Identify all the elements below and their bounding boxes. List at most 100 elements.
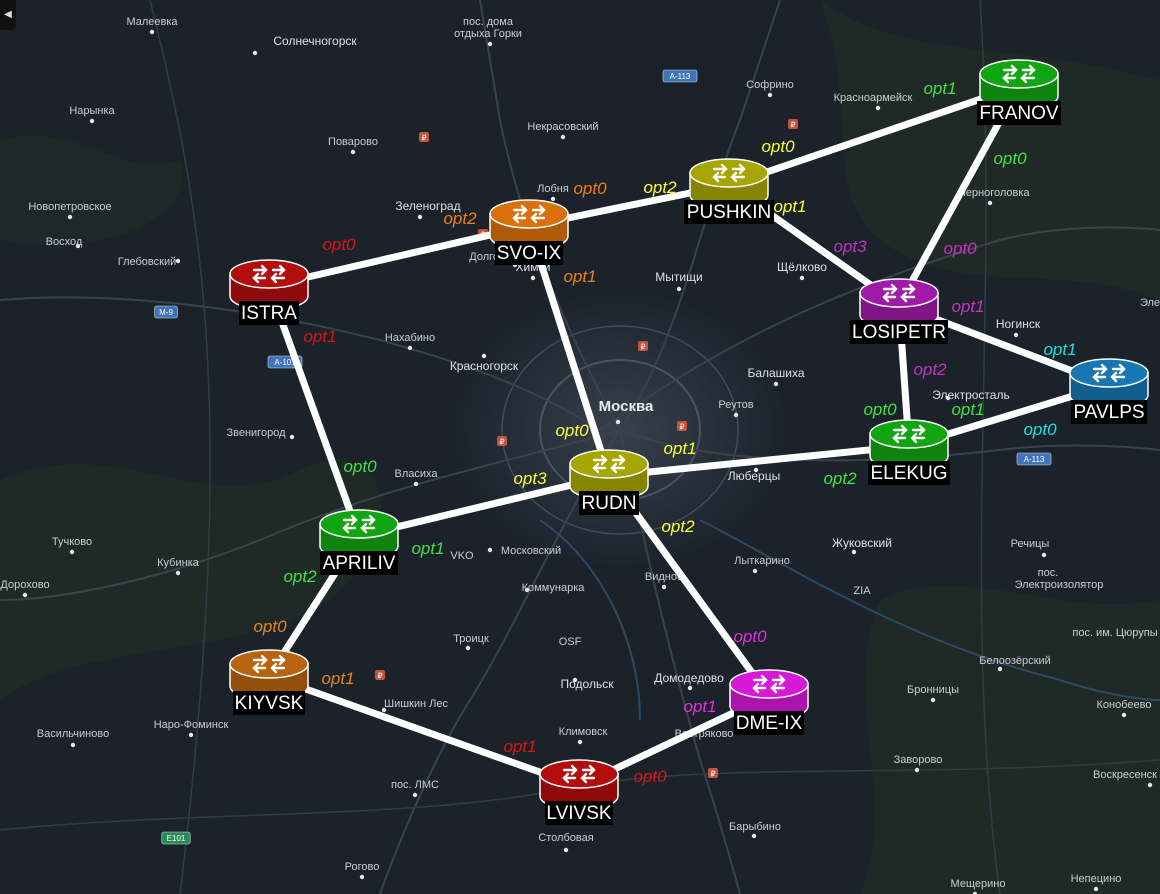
- router-apriliv[interactable]: APRILIV: [319, 509, 399, 575]
- place-label: Солнечногорск: [273, 34, 357, 48]
- routers: FRANOV PUSHKIN SVO-IX ISTRA LOSIPETR PAVLPS EL…: [229, 59, 1149, 825]
- place-dot: [1013, 332, 1019, 338]
- place-dot: [577, 739, 583, 745]
- collapse-panel-icon[interactable]: ◀: [0, 0, 16, 30]
- port-label: opt1: [563, 267, 596, 286]
- place-label: Рогово: [345, 861, 380, 873]
- rail-station-icon: ₽: [419, 132, 429, 143]
- router-label-bg: [579, 491, 639, 515]
- rail-station-icon: ₽: [497, 436, 507, 447]
- router-lvivsk[interactable]: LVIVSK: [539, 759, 619, 825]
- place-dot: [751, 833, 757, 839]
- router-pushkin[interactable]: PUSHKIN: [684, 158, 774, 224]
- link-svo-ix-rudn[interactable]: [525, 222, 613, 480]
- router-pavlps[interactable]: PAVLPS: [1069, 358, 1149, 424]
- place-dot: [1093, 886, 1099, 892]
- router-dme-ix[interactable]: DME-IX: [729, 669, 809, 735]
- router-label-bg: [233, 691, 305, 715]
- road-shield: A-113: [1016, 452, 1052, 466]
- place-dot: [350, 149, 356, 155]
- place-label: Восход: [46, 236, 83, 248]
- place-label: Жуковский: [832, 536, 892, 550]
- port-label: opt0: [633, 767, 667, 786]
- router-istra[interactable]: ISTRA: [229, 259, 309, 325]
- place-dot: [417, 214, 423, 220]
- port-label: opt0: [733, 627, 767, 646]
- svg-text:₽: ₽: [499, 438, 504, 447]
- place-label: OSF: [559, 636, 582, 648]
- place-label: Видное: [645, 571, 683, 583]
- rail-station-icon: ₽: [677, 421, 687, 432]
- place-label: Малеевка: [126, 16, 178, 28]
- link-rudn-apriliv[interactable]: [355, 472, 613, 540]
- place-label: Щёлково: [777, 260, 827, 274]
- router-label-bg: [320, 551, 398, 575]
- port-label: opt1: [663, 439, 696, 458]
- router-label-bg: [684, 200, 774, 224]
- router-franov[interactable]: FRANOV: [977, 59, 1061, 125]
- place-label: Московский: [501, 545, 561, 557]
- road-shield-label: E101: [167, 834, 186, 843]
- place-label: Поварово: [328, 136, 378, 148]
- port-label: opt0: [863, 400, 897, 419]
- port-label: opt1: [923, 79, 956, 98]
- place-label: Троицк: [453, 633, 489, 645]
- place-label: Конобеево: [1097, 699, 1152, 711]
- place-dot: [175, 570, 181, 576]
- svg-text:₽: ₽: [790, 121, 795, 130]
- place-dot: [687, 685, 693, 691]
- place-dots: [22, 29, 1153, 894]
- link-kiyvsk-lvivsk[interactable]: [265, 672, 583, 790]
- link-svo-ix-istra[interactable]: [265, 222, 533, 290]
- place-dot: [875, 105, 881, 111]
- place-label: Зеленоград: [395, 199, 460, 213]
- port-label: opt0: [253, 617, 287, 636]
- link-istra-apriliv[interactable]: [265, 282, 363, 540]
- place-label: отдыха Горки: [454, 28, 522, 40]
- port-label: opt2: [823, 469, 857, 488]
- link-elekug-rudn[interactable]: [605, 442, 913, 480]
- place-dot: [188, 732, 194, 738]
- place-label: пос. ЛМС: [391, 779, 439, 791]
- place-dot: [972, 891, 978, 894]
- router-label: DME-IX: [736, 713, 803, 734]
- svg-text:₽: ₽: [421, 134, 426, 143]
- port-label: opt0: [1023, 420, 1057, 439]
- place-dot: [289, 434, 295, 440]
- place-label: Люберцы: [728, 469, 780, 483]
- port-label: opt1: [683, 697, 716, 716]
- place-label: Нахабино: [385, 332, 435, 344]
- router-label: SVO-IX: [497, 243, 562, 264]
- place-dot: [481, 353, 487, 359]
- port-label: opt1: [1043, 340, 1076, 359]
- place-dot: [1041, 552, 1047, 558]
- place-label: Черноголовка: [958, 187, 1030, 199]
- router-kiyvsk[interactable]: KIYVSK: [229, 649, 309, 715]
- place-dot: [753, 467, 759, 473]
- place-dot: [733, 412, 739, 418]
- router-svo-ix[interactable]: SVO-IX: [489, 199, 569, 265]
- place-label: Нарынка: [69, 105, 115, 117]
- place-dot: [359, 874, 365, 880]
- router-label: LVIVSK: [546, 803, 611, 824]
- router-arrows-icon: [1092, 363, 1126, 383]
- link-franov-pushkin[interactable]: [725, 82, 1023, 189]
- place-dot: [550, 196, 556, 202]
- place-dot: [487, 41, 493, 47]
- road-shield: A-113: [662, 69, 698, 83]
- port-label: opt2: [913, 360, 947, 379]
- router-losipetr[interactable]: LOSIPETR: [850, 278, 948, 344]
- rail-station-icon: ₽: [708, 768, 718, 779]
- router-arrows-icon: [512, 204, 546, 224]
- place-label: Дорохово: [0, 579, 49, 591]
- rail-station-icons: ₽₽₽₽₽₽₽₽: [375, 119, 798, 779]
- router-elekug[interactable]: ELEKUG: [868, 419, 950, 485]
- place-dot: [75, 243, 81, 249]
- place-label: Подольск: [561, 677, 615, 691]
- router-rudn[interactable]: RUDN: [569, 449, 649, 515]
- port-label: opt1: [303, 327, 336, 346]
